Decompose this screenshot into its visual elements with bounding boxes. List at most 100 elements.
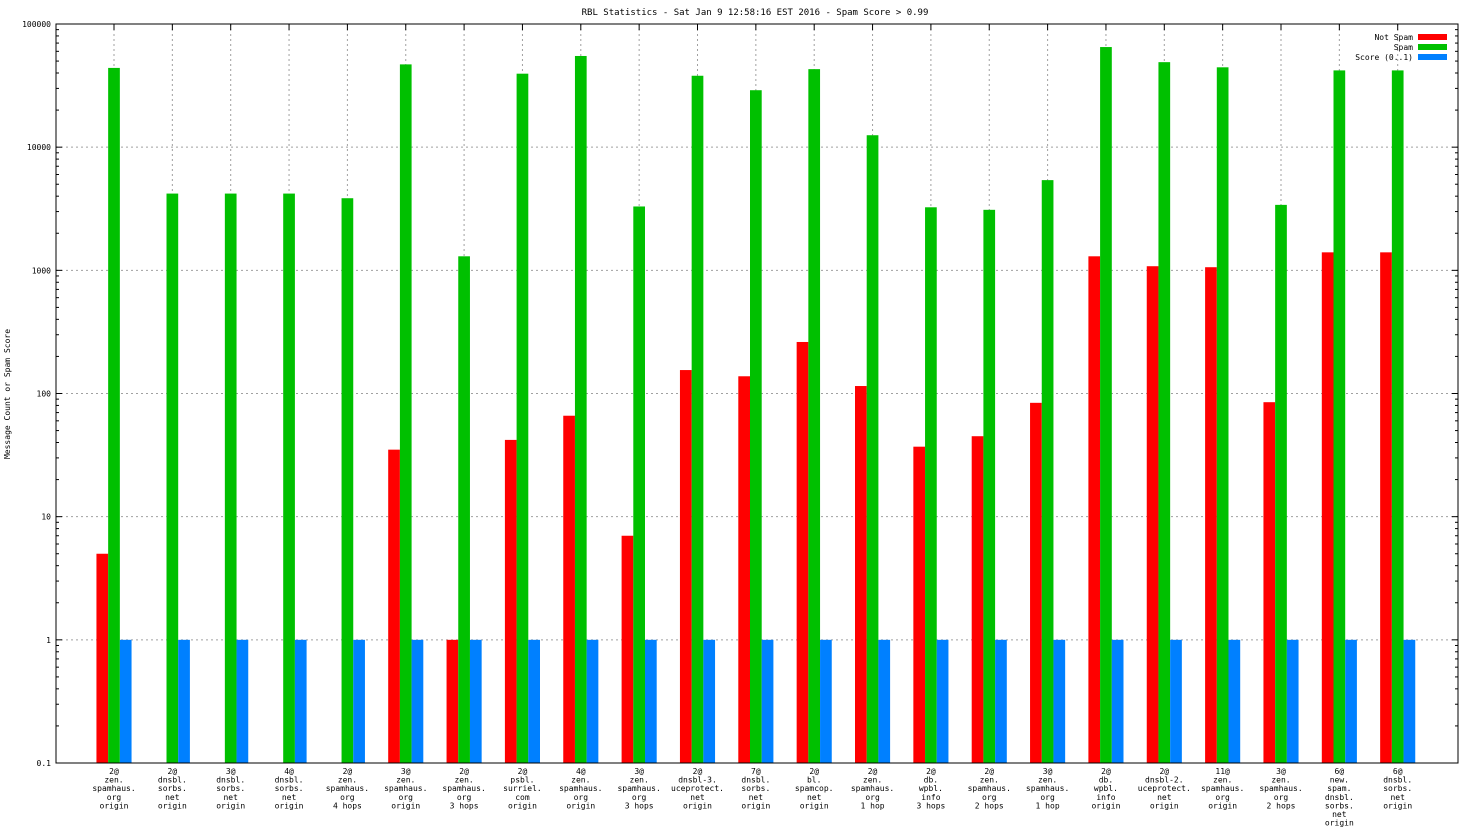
x-category-label-line: 2@ <box>926 767 936 776</box>
x-category-label-line: zen. <box>1038 776 1057 785</box>
x-category-label-line: net <box>749 793 764 802</box>
x-category-label-line: surriel. <box>503 784 542 793</box>
x-category-label-line: spamhaus. <box>384 784 427 793</box>
x-category-label-line: uceprotect. <box>671 784 724 793</box>
bar-score <box>1403 639 1416 763</box>
bar-score <box>528 639 540 763</box>
x-category-label-line: dnsbl. <box>1383 776 1412 785</box>
bar-score <box>1170 639 1182 763</box>
x-category-label-line: 3@ <box>1276 767 1286 776</box>
bar-not-spam <box>1321 252 1334 763</box>
x-category-label: 2@ zen. spamhaus. org 1 hop <box>851 767 894 810</box>
x-category-label-line: org <box>457 793 472 802</box>
x-category-label-line: info <box>921 793 940 802</box>
x-category-label-line: spamhaus. <box>1259 784 1302 793</box>
x-category-label-line: spamhaus. <box>92 784 135 793</box>
x-category-label: 6@ new. spam. dnsbl. sorbs. net origin <box>1325 767 1354 828</box>
x-category-label-line: zen. <box>1271 776 1290 785</box>
x-category-label-line: db. <box>924 776 938 785</box>
bar-not-spam <box>1030 402 1042 763</box>
x-category-label-line: spamhaus. <box>1026 784 1069 793</box>
x-category-label-line: psbl. <box>510 776 534 785</box>
x-category-label-line: net <box>690 793 705 802</box>
bar-spam <box>458 256 470 763</box>
bar-score <box>1111 639 1124 763</box>
x-category-label-line: 3 hops <box>916 801 945 810</box>
plot-frame <box>55 23 1459 764</box>
bar-score <box>761 639 774 763</box>
x-category-label-line: zen. <box>980 776 999 785</box>
x-category-label-line: com <box>515 793 530 802</box>
bar-spam <box>750 90 762 763</box>
bar-score <box>1286 639 1299 763</box>
x-category-label-line: 2@ <box>1159 767 1169 776</box>
x-category-label-line: sorbs. <box>216 784 245 793</box>
x-category-label-line: spamhaus. <box>968 784 1011 793</box>
x-category-label-line: bl. <box>807 776 821 785</box>
x-category-label-line: 3 hops <box>625 801 654 810</box>
x-category-label-line: org <box>1040 793 1055 802</box>
x-category-label-line: origin <box>1150 801 1179 810</box>
bar-spam <box>224 193 237 763</box>
bar-score <box>178 639 190 763</box>
x-category-label-line: origin <box>391 801 420 810</box>
bar-spam <box>1041 180 1054 763</box>
bar-not-spam <box>796 341 809 763</box>
x-category-label-line: 2@ <box>168 767 178 776</box>
x-category-label-line: zen. <box>338 776 357 785</box>
x-category-label-line: 6@ <box>1335 767 1345 776</box>
bar-spam <box>1333 70 1346 763</box>
bar-score <box>1228 639 1241 763</box>
x-category-label-line: dnsbl-3. <box>678 776 717 785</box>
y-tick-label: 0.1 <box>37 759 52 768</box>
bar-not-spam <box>679 370 692 763</box>
x-category-label-line: sorbs. <box>1325 801 1354 810</box>
bar-spam <box>808 69 821 763</box>
x-category-label: 2@ dnsbl-3. uceprotect. net origin <box>671 767 724 810</box>
x-category-label-line: dnsbl. <box>741 776 770 785</box>
x-category-label-line: 3@ <box>634 767 644 776</box>
x-category-label-line: origin <box>275 801 304 810</box>
x-category-label-line: origin <box>100 801 129 810</box>
x-category-label: 3@ zen. spamhaus. org 1 hop <box>1026 767 1069 810</box>
x-category-label-line: spamhaus. <box>617 784 660 793</box>
bar-score <box>236 639 249 763</box>
x-category-label-line: 2@ <box>518 767 528 776</box>
bar-not-spam <box>621 535 634 763</box>
bar-spam <box>516 73 529 763</box>
bar-spam <box>983 209 996 763</box>
bar-score <box>469 639 482 763</box>
x-category-label-line: origin <box>683 801 712 810</box>
bar-spam <box>866 135 879 763</box>
x-category-label-line: spamhaus. <box>326 784 369 793</box>
x-category-label-line: org <box>982 793 997 802</box>
bar-spam <box>341 198 354 763</box>
x-category-label-line: org <box>632 793 647 802</box>
x-category-label-line: 6@ <box>1393 767 1403 776</box>
x-category-label-line: 4@ <box>284 767 294 776</box>
bar-score <box>353 639 365 763</box>
y-tick-label: 1 <box>46 636 51 645</box>
bar-spam <box>283 193 295 763</box>
x-category-label-line: 2@ <box>693 767 703 776</box>
x-category-label-line: sorbs. <box>1383 784 1412 793</box>
chart-title: RBL Statistics - Sat Jan 9 12:58:16 EST … <box>582 8 929 18</box>
x-category-label-line: net <box>1157 793 1172 802</box>
bar-score <box>1345 639 1357 763</box>
x-category-label-line: 2@ <box>984 767 994 776</box>
bar-score <box>119 639 132 763</box>
x-category-label-line: origin <box>216 801 245 810</box>
bar-not-spam <box>971 436 984 763</box>
x-category-label-line: info <box>1096 793 1115 802</box>
x-category-label-line: origin <box>566 801 595 810</box>
bar-score <box>1053 639 1066 763</box>
x-category-label-line: 1 hop <box>1036 801 1060 810</box>
x-category-label: 11@ zen. spamhaus. org origin <box>1201 767 1244 810</box>
x-category-label-line: spamhaus. <box>442 784 485 793</box>
x-category-label: 3@ zen. spamhaus. org 3 hops <box>617 767 660 810</box>
legend-swatch <box>1418 44 1447 50</box>
y-tick-label: 100000 <box>22 20 51 29</box>
bar-not-spam <box>1263 402 1276 763</box>
x-category-label-line: zen. <box>396 776 415 785</box>
